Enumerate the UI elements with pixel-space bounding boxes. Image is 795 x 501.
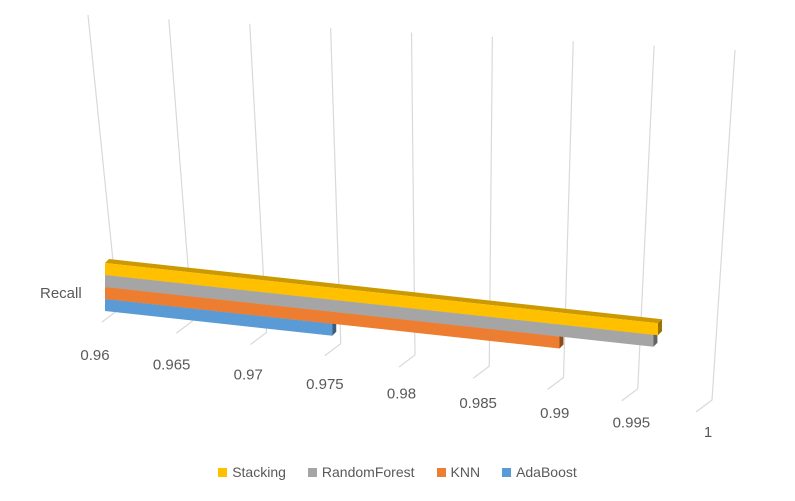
x-tick-label: 1 [704,424,712,441]
category-label: Recall [40,285,82,302]
legend-swatch [307,467,317,477]
x-tick-label: 0.96 [80,347,109,364]
gridline [168,19,193,334]
legend-swatch [502,467,512,477]
legend-item: KNN [436,464,481,480]
x-tick-label: 0.975 [306,376,344,393]
legend: Stacking RandomForest KNN AdaBoost [0,464,795,480]
bar-stacking [105,259,662,336]
legend-swatch [218,467,228,477]
legend-swatch [436,467,446,477]
gridline [621,45,655,402]
legend-item: AdaBoost [502,464,577,480]
legend-label: AdaBoost [516,464,577,480]
legend-item: RandomForest [307,464,415,480]
gridline [695,49,736,413]
x-tick-label: 0.97 [234,366,263,383]
x-tick-label: 0.98 [387,386,416,403]
gridline [472,36,493,379]
gridline [324,28,342,357]
x-tick-label: 0.985 [459,395,497,412]
gridline [249,23,268,345]
gridline [547,41,574,390]
legend-label: Stacking [232,464,286,480]
legend-label: RandomForest [321,464,415,480]
x-tick-label: 0.995 [613,414,651,431]
x-tick-label: 0.99 [540,405,569,422]
legend-label: KNN [450,464,481,480]
legend-item: Stacking [218,464,286,480]
x-tick-label: 0.965 [153,357,191,374]
gridline [398,32,416,368]
